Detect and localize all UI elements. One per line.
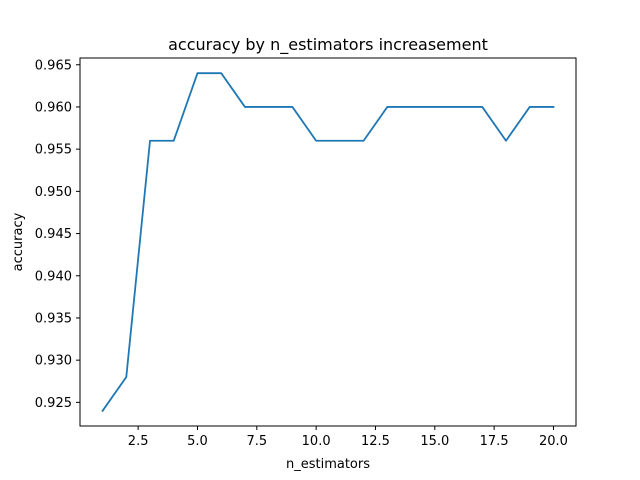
y-tick-label: 0.945 [35,227,72,242]
x-tick-label: 15.0 [420,434,449,449]
x-tick-label: 7.5 [246,434,267,449]
plot-area: 2.5 5.0 7.5 10.0 12.5 15.0 17.5 20.0 0.925 0.930 0… [35,58,568,449]
y-tick-label: 0.935 [35,311,72,326]
series-line [101,72,555,413]
x-tick-label: 10.0 [302,434,331,449]
y-tick-label: 0.930 [35,354,72,369]
y-tick-label: 0.925 [35,396,72,411]
y-axis-label: accuracy [11,212,26,271]
y-tick-label: 0.955 [35,143,72,158]
x-axis-label: n_estimators [286,457,370,472]
y-tick-label: 0.960 [35,100,72,115]
y-tick-label: 0.940 [35,269,72,284]
x-tick-label: 20.0 [539,434,568,449]
chart-title: accuracy by n_estimators increasement [168,35,488,55]
y-tick-label: 0.965 [35,58,72,73]
plot-frame [79,57,577,427]
x-tick-label: 12.5 [361,434,390,449]
x-tick-label: 17.5 [480,434,509,449]
x-tick-label: 5.0 [187,434,208,449]
y-tick-label: 0.950 [35,185,72,200]
x-tick-label: 2.5 [128,434,149,449]
